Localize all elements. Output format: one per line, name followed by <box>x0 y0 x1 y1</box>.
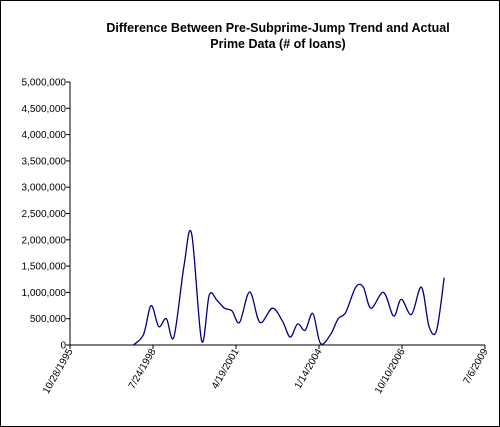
x-tick-label: 10/28/1995 <box>41 347 76 396</box>
x-tick-label: 4/19/2001 <box>210 347 242 391</box>
series-line <box>133 229 445 346</box>
y-tick-label: 5,000,000 <box>22 78 67 89</box>
y-tick-label: 0 <box>60 341 66 352</box>
y-axis: 0 500,000 1,000,000 1,500,000 2,000,000 2,500… <box>22 78 71 352</box>
y-tick-label: 2,500,000 <box>22 209 67 220</box>
x-tick-label: 7/6/2009 <box>462 347 491 387</box>
series-layer <box>133 229 445 346</box>
y-tick-label: 1,500,000 <box>22 262 67 273</box>
x-tick-label: 7/24/1998 <box>127 347 159 391</box>
x-tick-label: 1/14/2004 <box>293 347 325 391</box>
y-tick-label: 3,500,000 <box>22 156 67 167</box>
chart-title-line-2: Prime Data (# of loans) <box>210 37 345 51</box>
y-tick-label: 1,000,000 <box>22 288 67 299</box>
y-tick-label: 500,000 <box>30 314 67 325</box>
y-tick-label: 4,000,000 <box>22 130 67 141</box>
y-tick-label: 2,000,000 <box>22 235 67 246</box>
x-axis: 10/28/1995 7/24/1998 4/19/2001 1/14/2004 10/… <box>41 344 491 396</box>
x-tick-label: 10/10/2006 <box>373 347 408 396</box>
y-tick-label: 3,000,000 <box>22 183 67 194</box>
chart-title-line-1: Difference Between Pre-Subprime-Jump Tre… <box>106 21 449 35</box>
y-tick-label: 4,500,000 <box>22 104 67 115</box>
